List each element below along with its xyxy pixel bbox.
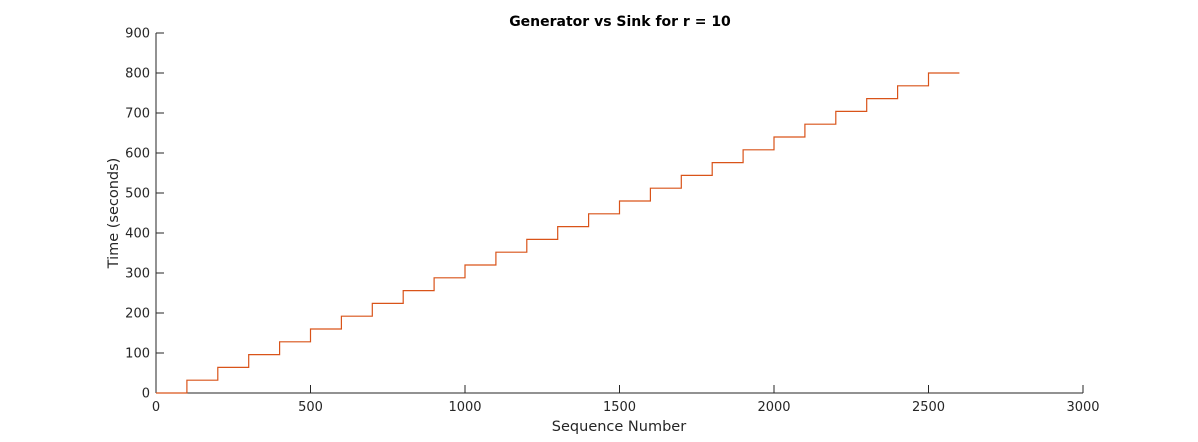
x-tick-label: 500 — [298, 400, 323, 415]
y-axis: 0 100 200 300 400 500 600 700 800 900 — [125, 27, 164, 402]
y-tick-label: 0 — [142, 387, 150, 402]
y-tick-label: 600 — [125, 147, 150, 162]
plot-area — [156, 72, 960, 394]
y-axis-title: Time (seconds) — [106, 158, 122, 270]
chart-title: Generator vs Sink for r = 10 — [509, 14, 731, 30]
y-tick-label: 500 — [125, 187, 150, 202]
x-tick-label: 0 — [152, 400, 160, 415]
x-axis-title: Sequence Number — [552, 419, 686, 435]
y-tick-label: 900 — [125, 27, 150, 42]
y-tick-label: 100 — [125, 347, 150, 362]
x-tick-label: 2000 — [757, 400, 790, 415]
x-tick-label: 2500 — [912, 400, 945, 415]
y-tick-label: 800 — [125, 67, 150, 82]
y-tick-label: 300 — [125, 267, 150, 282]
y-tick-label: 400 — [125, 227, 150, 242]
x-axis: 0 500 1000 1500 2000 2500 3000 — [152, 385, 1100, 415]
y-tick-label: 200 — [125, 307, 150, 322]
y-tick-label: 700 — [125, 107, 150, 122]
x-tick-label: 1500 — [603, 400, 636, 415]
x-tick-label: 3000 — [1066, 400, 1099, 415]
x-tick-label: 1000 — [448, 400, 481, 415]
series-line-0 — [156, 72, 960, 394]
